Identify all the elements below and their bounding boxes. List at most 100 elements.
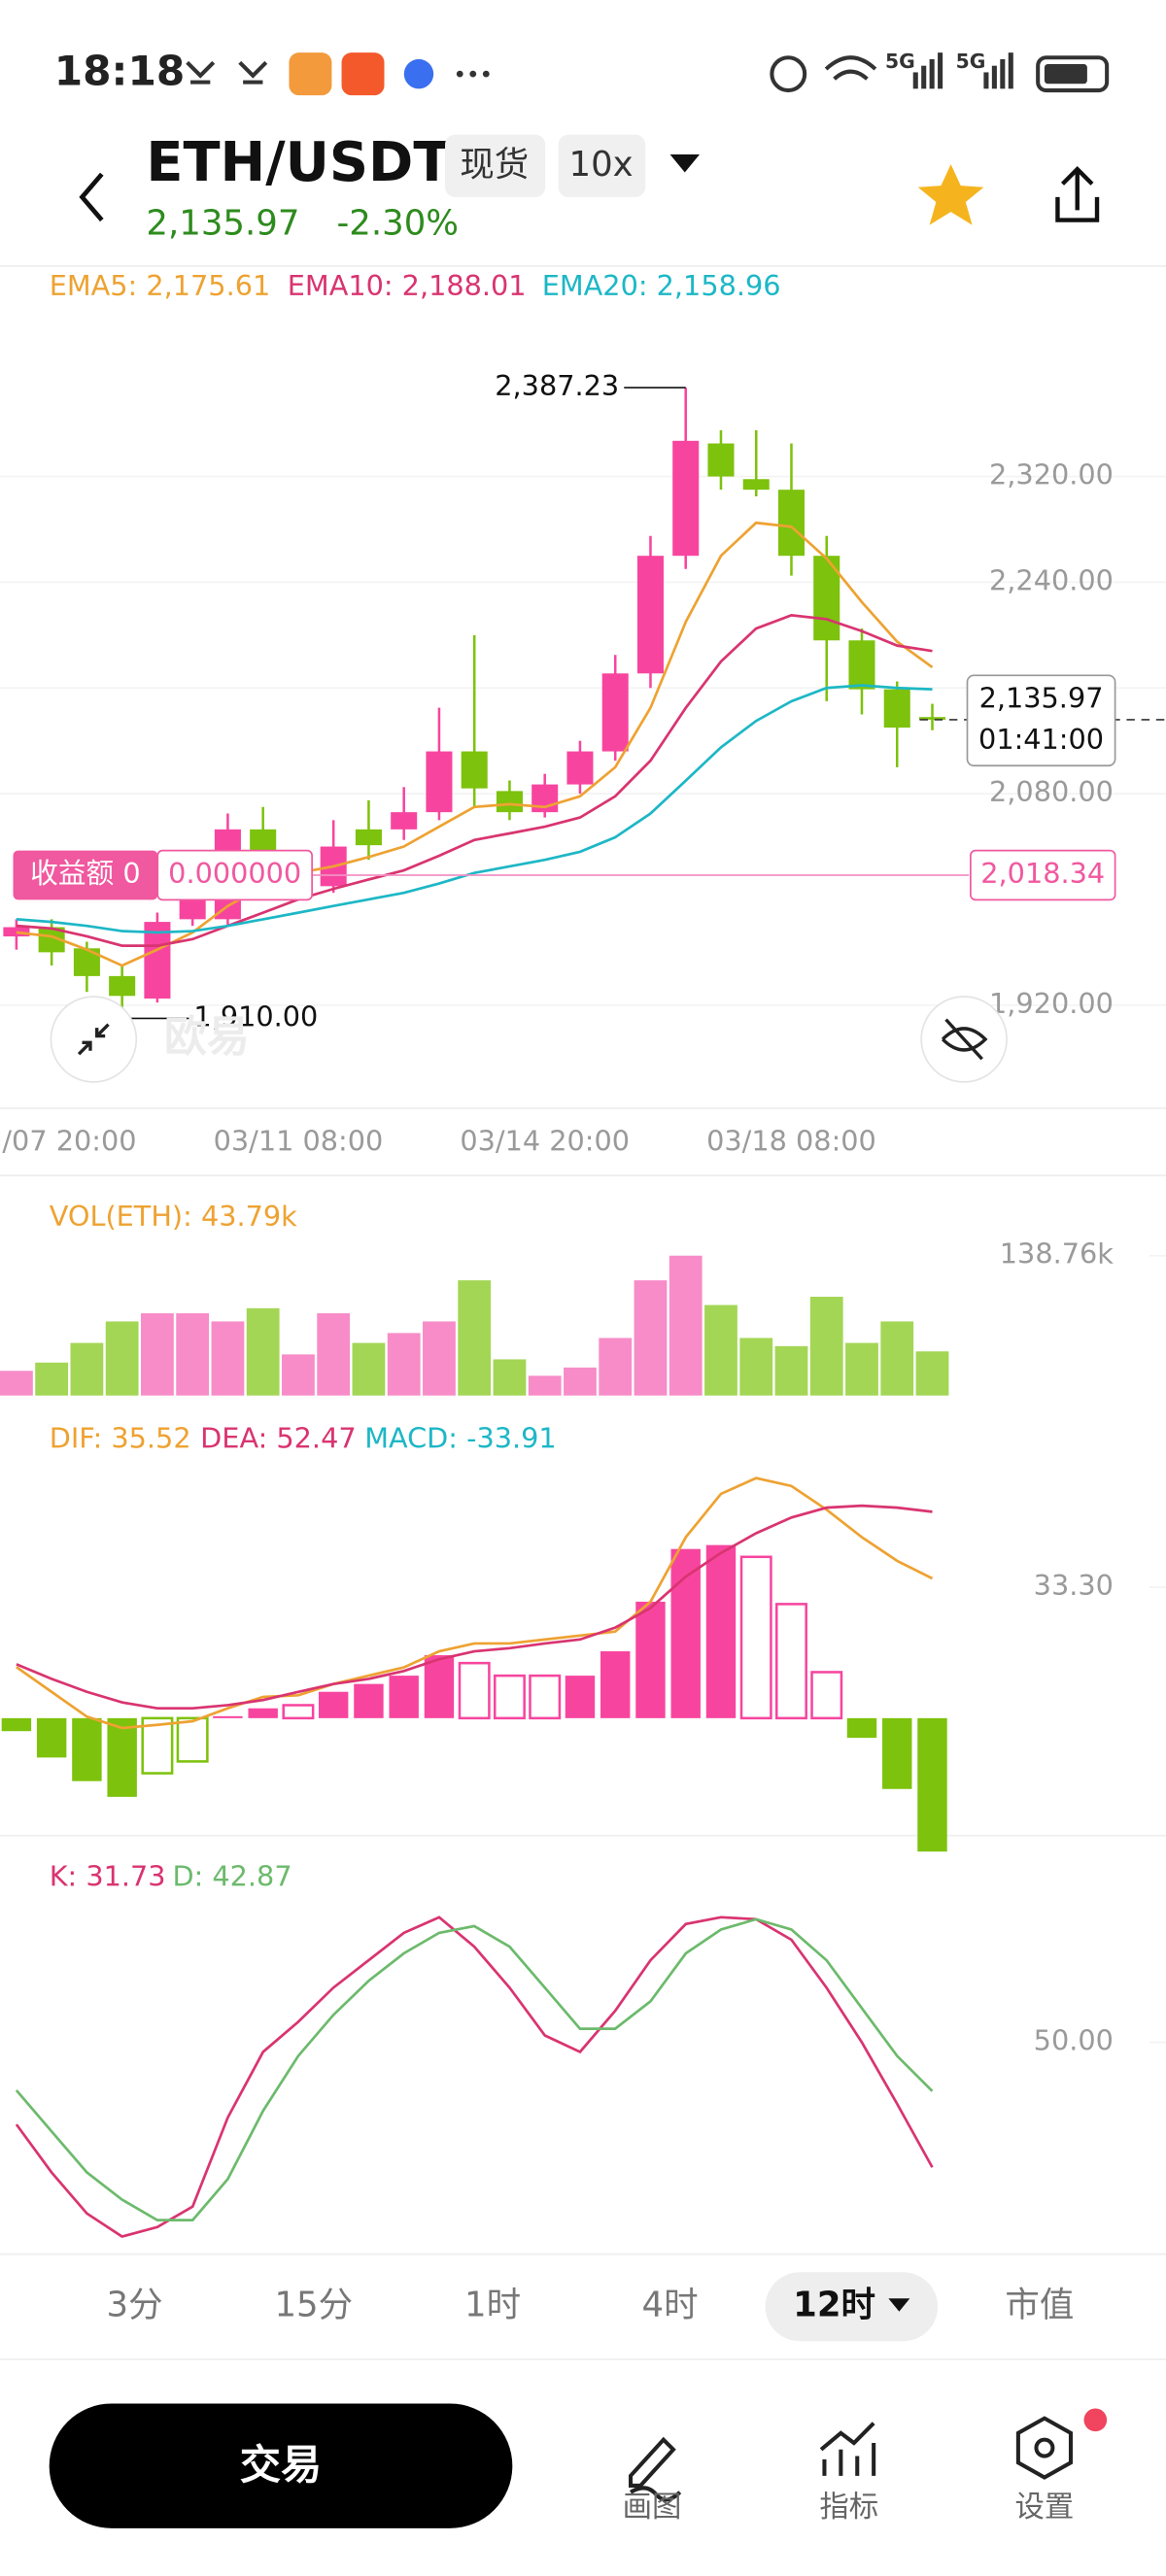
timeframe-option[interactable]: 3分 bbox=[107, 2286, 163, 2325]
timeframe-option[interactable]: 12时 bbox=[793, 2286, 875, 2325]
volume-bar bbox=[528, 1375, 562, 1396]
tool-label[interactable]: 画图 bbox=[623, 2491, 682, 2525]
hide-icon bbox=[941, 1018, 988, 1061]
app-icon bbox=[289, 52, 332, 96]
x-tick-label: 03/18 08:00 bbox=[706, 1124, 876, 1157]
candle-body bbox=[355, 829, 382, 846]
macd-bar bbox=[635, 1601, 666, 1718]
pnl-value-box bbox=[156, 849, 313, 901]
volume-bar bbox=[352, 1342, 386, 1396]
volume-bar bbox=[845, 1342, 878, 1396]
ema-line bbox=[16, 684, 933, 934]
volume-bar bbox=[317, 1313, 351, 1396]
macd-bar bbox=[36, 1717, 67, 1758]
timeframe-selected[interactable] bbox=[765, 2272, 939, 2342]
candle-body bbox=[918, 717, 946, 720]
macd-bar bbox=[107, 1717, 137, 1797]
x-tick-label: 03/11 08:00 bbox=[214, 1124, 384, 1157]
tool-label[interactable]: 设置 bbox=[1015, 2491, 1075, 2525]
trade-button[interactable] bbox=[49, 2403, 513, 2528]
macd-bar bbox=[72, 1717, 102, 1781]
macd-bar bbox=[493, 1674, 526, 1720]
macd-bar bbox=[810, 1671, 843, 1720]
macd-line bbox=[16, 1476, 934, 1730]
signal-bars bbox=[912, 52, 1013, 89]
settings-icon[interactable] bbox=[1015, 2416, 1073, 2480]
network-label: 5G bbox=[885, 50, 915, 73]
candle-body bbox=[566, 751, 594, 785]
candle-body bbox=[461, 751, 488, 789]
charts: 2,320.002,240.002,160.002,080.001,920.00… bbox=[0, 269, 1166, 2239]
timeframe-option[interactable]: 4时 bbox=[642, 2286, 699, 2325]
pnl-label: 收益额 0 bbox=[30, 857, 141, 890]
candle-body bbox=[742, 479, 770, 491]
watermark: 欧易 bbox=[164, 1012, 250, 1062]
collapse-button[interactable] bbox=[50, 996, 138, 1083]
candle-body bbox=[672, 440, 700, 557]
wifi-icon bbox=[824, 55, 877, 81]
legend-entry: DIF: 35.52 bbox=[50, 1421, 191, 1454]
macd-bar bbox=[318, 1691, 349, 1718]
timeframe-option[interactable]: 15分 bbox=[274, 2286, 353, 2325]
leverage-label: 10x bbox=[569, 145, 634, 185]
volume-bar bbox=[704, 1305, 737, 1396]
x-tick-label: 03/07 20:00 bbox=[0, 1124, 136, 1157]
volume-bar bbox=[35, 1362, 69, 1396]
legend-entry: DEA: 52.47 bbox=[200, 1421, 356, 1454]
macd-bar bbox=[846, 1717, 877, 1739]
timeframe-option[interactable]: 市值 bbox=[1005, 2286, 1074, 2325]
back-button[interactable] bbox=[79, 172, 104, 222]
status-time: 18:18 bbox=[54, 48, 186, 95]
network-label: 5G bbox=[956, 50, 986, 73]
leverage-pill[interactable] bbox=[558, 134, 646, 197]
countdown: 01:41:00 bbox=[978, 723, 1104, 756]
last-price-label: 2,135.97 bbox=[979, 682, 1104, 715]
volume-bar bbox=[599, 1338, 633, 1396]
macd-bar bbox=[705, 1544, 737, 1718]
candle-body bbox=[848, 640, 875, 690]
candle-body bbox=[426, 751, 453, 813]
share-button[interactable] bbox=[1055, 166, 1100, 222]
market-pill[interactable] bbox=[445, 134, 546, 197]
indicator-icon[interactable] bbox=[819, 2422, 876, 2476]
legend-entry: EMA20: 2,158.96 bbox=[542, 269, 781, 302]
volume-bar bbox=[915, 1351, 949, 1396]
timeframe-option[interactable]: 1时 bbox=[464, 2286, 521, 2325]
macd-line bbox=[16, 1504, 933, 1711]
volume-bar bbox=[634, 1280, 668, 1396]
macd-bar bbox=[176, 1716, 209, 1763]
legend-entry: EMA5: 2,175.61 bbox=[50, 269, 271, 302]
macd-bar bbox=[424, 1655, 455, 1718]
favorite-star[interactable] bbox=[917, 164, 984, 225]
volume-bar bbox=[739, 1338, 773, 1396]
candle-body bbox=[391, 812, 418, 830]
volume-bar bbox=[493, 1359, 527, 1396]
volume-title: VOL(ETH): 43.79k bbox=[50, 1200, 297, 1233]
y-tick-label: 50.00 bbox=[1034, 2024, 1114, 2057]
volume-bar bbox=[105, 1321, 139, 1396]
candle-body bbox=[144, 922, 171, 999]
macd-bar bbox=[774, 1603, 807, 1720]
y-tick-label: 1,920.00 bbox=[989, 987, 1114, 1020]
kdj-line bbox=[15, 1915, 934, 2239]
notification-dot bbox=[1083, 2408, 1108, 2432]
tool-label[interactable]: 指标 bbox=[819, 2491, 878, 2525]
pnl-badge[interactable] bbox=[13, 850, 158, 900]
volume-bar bbox=[809, 1297, 843, 1396]
dropdown-arrow[interactable] bbox=[669, 153, 700, 173]
pair-title: ETH/USDT bbox=[146, 131, 450, 194]
app-icon bbox=[341, 52, 385, 96]
macd-bar bbox=[565, 1676, 596, 1718]
timeframe-bar: 3分 15分 1时 4时 12时 市值 bbox=[107, 2272, 1074, 2342]
macd-bar bbox=[600, 1651, 631, 1718]
draw-icon[interactable] bbox=[628, 2436, 682, 2502]
candle-body bbox=[3, 927, 30, 937]
legend-entry: D: 42.87 bbox=[172, 1860, 292, 1893]
macd-bar bbox=[141, 1716, 174, 1775]
macd-bar bbox=[1, 1717, 32, 1732]
price-change: -2.30% bbox=[336, 204, 459, 244]
notify-icon bbox=[186, 60, 216, 85]
macd-bar bbox=[282, 1704, 315, 1720]
alarm-icon bbox=[770, 55, 807, 93]
macd-bar bbox=[529, 1674, 562, 1720]
